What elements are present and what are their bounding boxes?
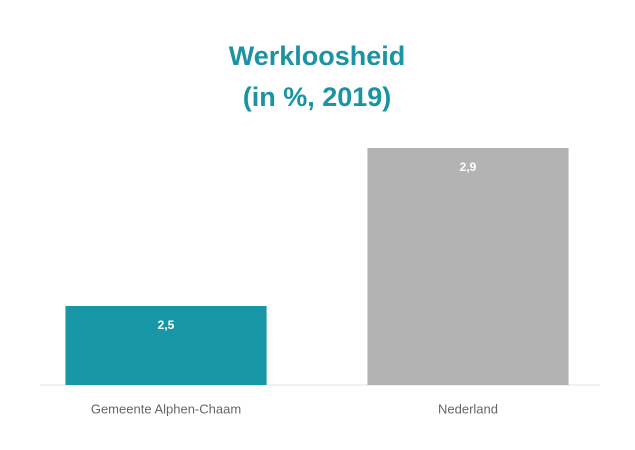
chart-title: Werkloosheid — [229, 41, 406, 71]
x-tick-label: Nederland — [438, 401, 498, 416]
value-label: 2,5 — [158, 318, 175, 332]
value-label: 2,9 — [460, 160, 477, 174]
x-tick-label: Gemeente Alphen-Chaam — [91, 401, 241, 416]
chart-subtitle: (in %, 2019) — [243, 82, 392, 112]
bar — [65, 306, 267, 385]
bar — [367, 148, 569, 385]
